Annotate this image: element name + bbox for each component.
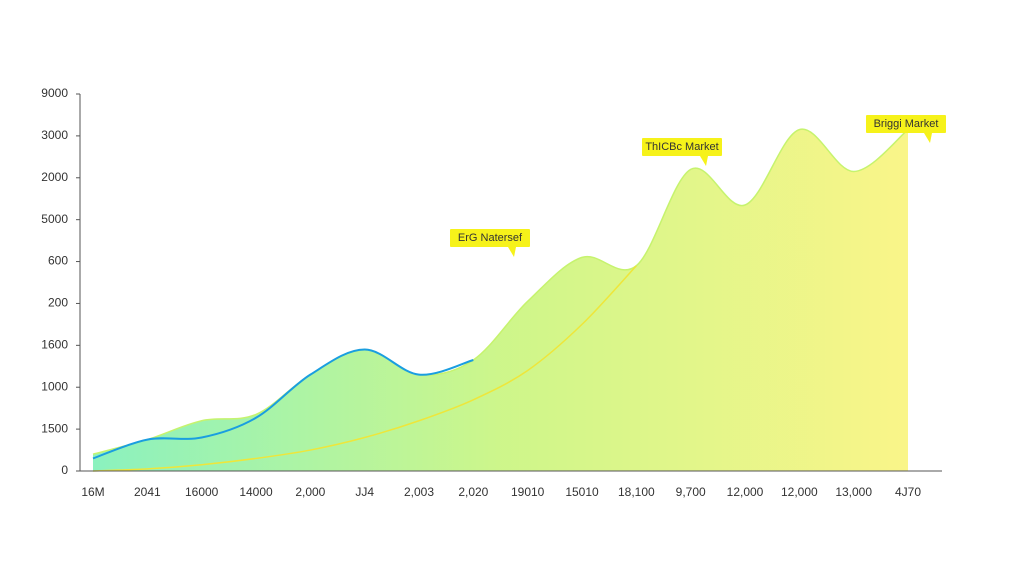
- y-tick-label: 5000: [41, 212, 68, 226]
- line: [92, 348, 474, 460]
- callout-text: ThICBc Market: [645, 141, 718, 153]
- x-tick-label: 9,700: [676, 485, 706, 499]
- callout-pointer: [508, 247, 516, 257]
- x-tick-label: 2,000: [295, 485, 325, 499]
- callout-box: [642, 138, 722, 156]
- x-tick-label: 14000: [239, 485, 273, 499]
- x-tick-label: 2,003: [404, 485, 434, 499]
- area-edge: [92, 128, 909, 455]
- y-tick-label: 9000: [41, 86, 68, 100]
- y-tick-label: 600: [48, 254, 68, 268]
- y-tick-label: 1000: [41, 379, 68, 393]
- callout-pointer: [924, 133, 932, 143]
- x-tick-label: 2041: [134, 485, 161, 499]
- x-tick-label: 4J70: [895, 485, 921, 499]
- y-tick-label: 0: [61, 463, 68, 477]
- callout-box: [450, 229, 530, 247]
- x-tick-label: 12,000: [781, 485, 818, 499]
- line: [92, 265, 637, 472]
- x-tick-label: 15010: [565, 485, 599, 499]
- x-tick-label: 18,100: [618, 485, 655, 499]
- x-tick-label: 2,020: [458, 485, 488, 499]
- x-tick-label: 12,000: [727, 485, 764, 499]
- y-tick-label: 3000: [41, 128, 68, 142]
- x-tick-label: 13,000: [835, 485, 872, 499]
- y-tick-label: 1500: [41, 421, 68, 435]
- x-tick-label: 16000: [185, 485, 219, 499]
- callout-pointer: [700, 156, 708, 166]
- callout-text: ErG Natersef: [458, 232, 523, 244]
- y-tick-label: 1600: [41, 338, 68, 352]
- callout-text: Briggi Market: [874, 118, 939, 130]
- y-tick-label: 200: [48, 296, 68, 310]
- x-tick-label: JJ4: [355, 485, 374, 499]
- x-tick-label: 19010: [511, 485, 545, 499]
- x-tick-label: 16M: [81, 485, 104, 499]
- y-tick-label: 2000: [41, 170, 68, 184]
- callout-box: [866, 115, 946, 133]
